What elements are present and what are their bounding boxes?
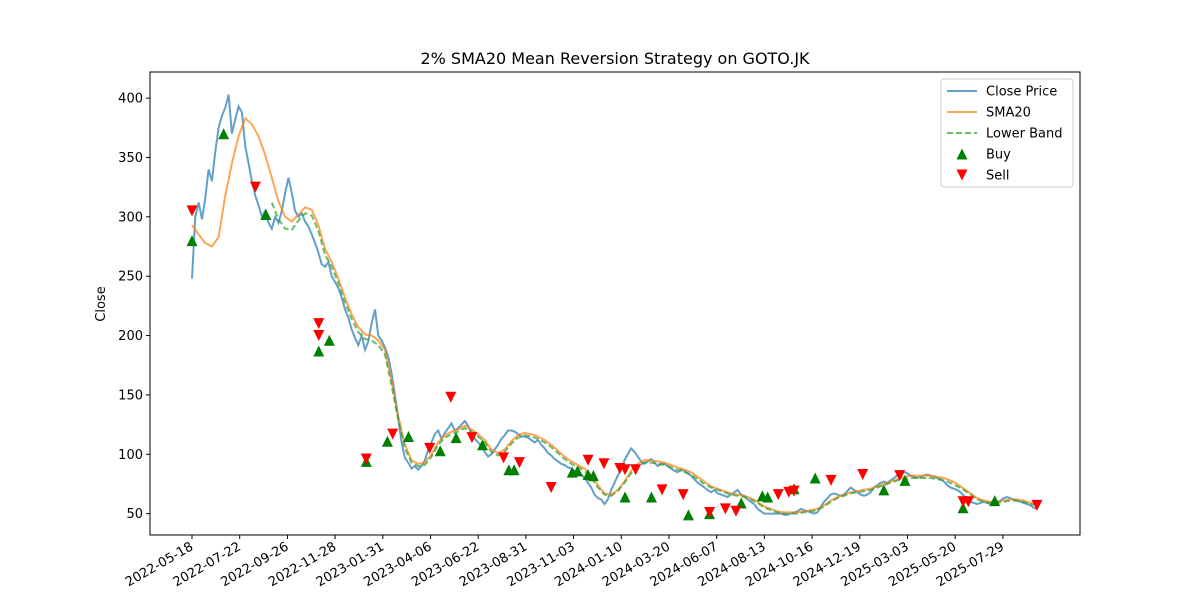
buy-marker — [186, 235, 198, 247]
buy-marker — [682, 509, 694, 521]
sell-marker — [545, 482, 557, 494]
y-tick-label: 250 — [118, 270, 143, 285]
legend-label: Close Price — [986, 85, 1057, 100]
buy-marker — [323, 334, 335, 346]
sell-marker — [730, 505, 742, 517]
sell-marker — [788, 485, 800, 497]
sell-marker — [772, 489, 784, 501]
y-tick-label: 400 — [118, 92, 143, 107]
sell-marker — [894, 470, 906, 482]
buy-marker — [218, 128, 230, 140]
sell-marker — [445, 391, 457, 403]
sell-marker — [677, 489, 689, 501]
buy-marker — [899, 474, 911, 486]
buy-marker — [809, 472, 821, 484]
sell-marker — [498, 452, 510, 464]
sell-marker — [513, 457, 525, 469]
buy-marker — [878, 484, 890, 496]
buy-marker — [508, 464, 520, 476]
buy-marker — [434, 445, 446, 457]
buy-marker — [989, 495, 1001, 507]
y-tick-label: 100 — [118, 448, 143, 463]
buy-marker — [260, 208, 272, 220]
sell-marker — [630, 464, 642, 476]
sell-marker — [186, 205, 198, 217]
sell-marker — [704, 506, 716, 518]
buy-marker — [735, 497, 747, 509]
sell-marker — [719, 503, 731, 515]
sell-marker — [360, 453, 372, 465]
sell-marker — [656, 484, 668, 496]
plot-frame — [149, 71, 1081, 536]
sell-marker — [857, 468, 869, 480]
sell-marker — [582, 454, 594, 466]
sell-marker — [598, 458, 610, 470]
sell-marker — [962, 496, 974, 508]
y-tick-label: 200 — [118, 329, 143, 344]
buy-marker — [957, 502, 969, 514]
sell-marker — [619, 464, 631, 476]
sell-marker — [313, 330, 325, 342]
series-lower-band — [270, 202, 1038, 515]
legend-swatch — [956, 148, 968, 160]
legend-label: SMA20 — [986, 106, 1031, 121]
sell-marker — [1031, 499, 1043, 511]
legend-label: Lower Band — [986, 127, 1062, 142]
buy-marker — [619, 491, 631, 503]
buy-marker — [476, 439, 488, 451]
sell-marker — [466, 432, 478, 444]
sell-marker — [313, 318, 325, 330]
y-axis-label: Close — [94, 286, 109, 321]
buy-marker — [403, 430, 415, 442]
buy-marker — [587, 470, 599, 482]
buy-marker — [381, 435, 393, 447]
legend-box — [940, 78, 1074, 188]
legend: Close Price SMA20 Lower Band Buy Sell — [940, 78, 1074, 188]
series-sma20 — [191, 116, 1038, 514]
series-close-price — [191, 94, 1038, 516]
y-tick-label: 150 — [118, 388, 143, 403]
sell-marker — [424, 442, 436, 454]
y-tick-label: 300 — [118, 210, 143, 225]
buy-marker — [762, 491, 774, 503]
sell-marker — [387, 428, 399, 440]
legend-swatch — [956, 169, 968, 181]
y-tick-label: 50 — [126, 507, 143, 522]
buy-marker — [572, 465, 584, 477]
y-tick-label: 350 — [118, 151, 143, 166]
buy-marker — [450, 432, 462, 444]
legend-label: Buy — [986, 148, 1011, 163]
buy-marker — [313, 345, 325, 357]
buy-marker — [645, 491, 657, 503]
sell-marker — [249, 181, 261, 193]
sell-marker — [825, 474, 837, 486]
legend-label: Sell — [986, 169, 1009, 184]
chart-title: 2% SMA20 Mean Reversion Strategy on GOTO… — [420, 49, 810, 68]
plot-area: 501001502002503003504002022-05-182022-07… — [118, 71, 1081, 590]
